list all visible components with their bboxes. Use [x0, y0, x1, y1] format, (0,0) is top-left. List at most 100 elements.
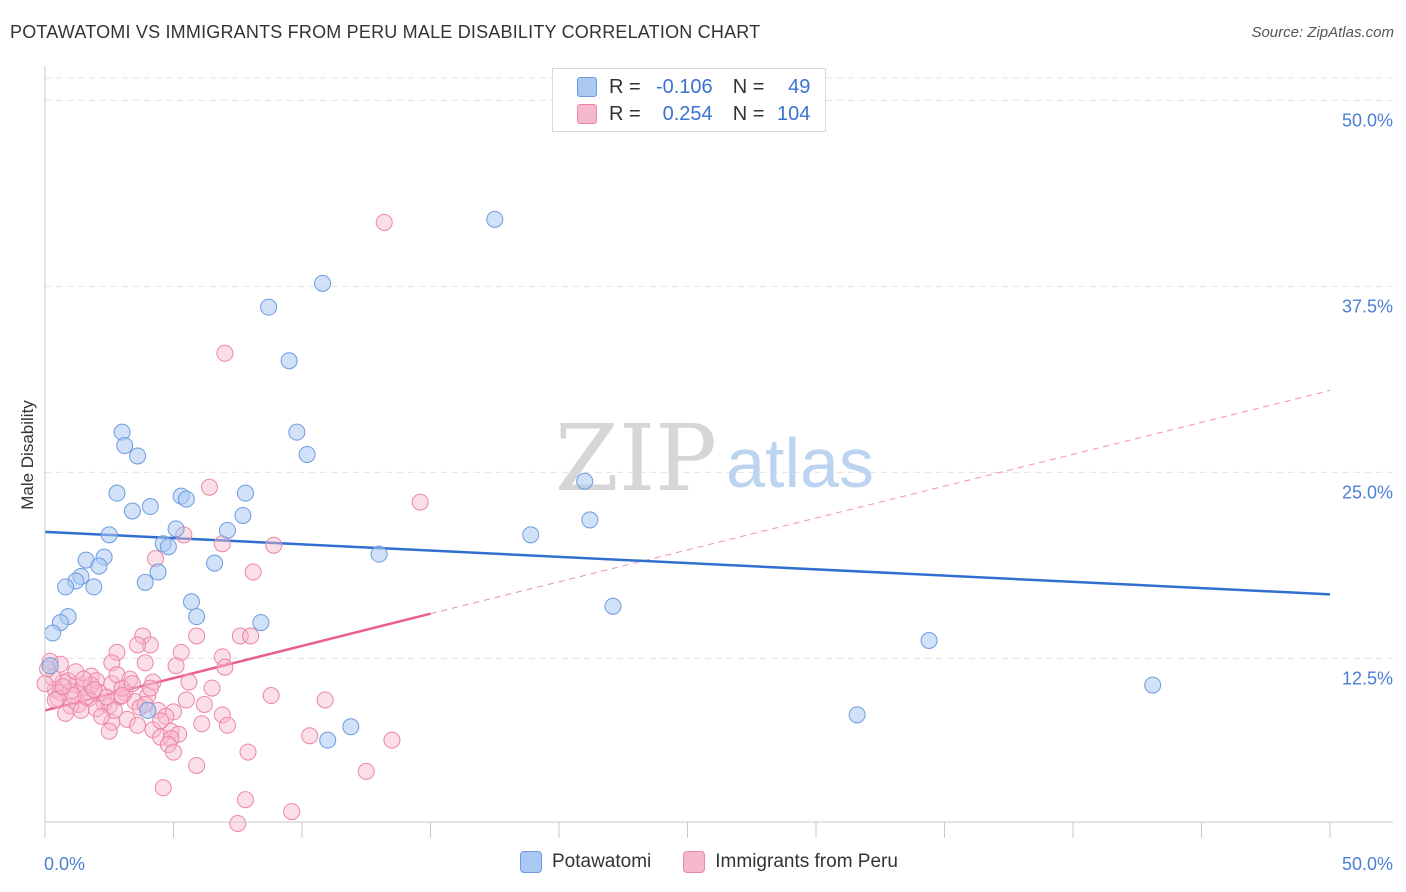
- legend-n-label: N =: [732, 75, 765, 98]
- data-point-peru: [129, 716, 147, 734]
- legend-n-value-peru: 104: [777, 102, 811, 125]
- data-point-peru: [129, 636, 147, 654]
- data-point-potawatomi: [280, 352, 298, 370]
- trend-layer: [44, 389, 1331, 712]
- series-peru-points: [36, 213, 429, 832]
- legend-swatch-peru: [683, 851, 706, 873]
- data-point-peru: [157, 707, 175, 725]
- data-point-peru: [152, 712, 170, 730]
- data-point-potawatomi: [581, 511, 599, 529]
- data-point-potawatomi: [188, 608, 206, 626]
- data-point-potawatomi: [41, 657, 59, 675]
- y-tick-label: 50.0%: [1342, 110, 1393, 130]
- data-point-peru: [218, 716, 236, 734]
- data-point-potawatomi: [57, 578, 75, 596]
- data-point-peru: [103, 675, 121, 693]
- y-tick-label: 25.0%: [1342, 482, 1393, 502]
- data-point-peru: [136, 654, 154, 672]
- data-point-peru: [108, 643, 126, 661]
- legend-item-peru[interactable]: Immigrants from Peru: [683, 851, 898, 873]
- data-point-peru: [229, 814, 247, 832]
- data-point-potawatomi: [141, 498, 159, 516]
- data-point-potawatomi: [486, 210, 504, 228]
- data-point-potawatomi: [298, 445, 316, 463]
- data-point-peru: [375, 213, 393, 231]
- data-point-peru: [411, 493, 429, 511]
- data-point-peru: [231, 627, 249, 645]
- data-point-potawatomi: [370, 545, 388, 563]
- data-point-potawatomi: [136, 573, 154, 591]
- x-tick-label: 0.0%: [44, 854, 85, 874]
- data-point-peru: [213, 706, 231, 724]
- data-point-potawatomi: [604, 597, 622, 615]
- data-point-potawatomi: [177, 490, 195, 508]
- data-point-potawatomi: [234, 506, 252, 524]
- legend-swatch-peru: [577, 104, 597, 124]
- data-point-peru: [213, 648, 231, 666]
- data-point-potawatomi: [108, 484, 126, 502]
- legend-label-peru: Immigrants from Peru: [715, 851, 898, 872]
- data-point-peru: [316, 691, 334, 709]
- data-point-potawatomi: [90, 557, 108, 575]
- data-point-potawatomi: [149, 563, 167, 581]
- data-point-potawatomi: [167, 520, 185, 538]
- data-point-potawatomi: [314, 274, 332, 292]
- data-point-peru: [244, 563, 262, 581]
- legend-row-peru: R = 0.254 N = 104: [577, 101, 810, 127]
- legend-r-value-peru: 0.254: [662, 102, 713, 125]
- data-point-potawatomi: [236, 484, 254, 502]
- watermark: ZIP atlas: [555, 405, 874, 512]
- legend-row-potawatomi: R = -0.106 N = 49: [577, 74, 810, 100]
- data-point-peru: [172, 643, 190, 661]
- legend-r-value-potawatomi: -0.106: [655, 75, 713, 98]
- data-point-potawatomi: [85, 578, 103, 596]
- data-point-potawatomi: [182, 593, 200, 611]
- data-point-peru: [113, 679, 131, 697]
- legend-item-potawatomi[interactable]: Potawatomi: [520, 851, 651, 873]
- data-point-peru: [167, 657, 185, 675]
- data-point-peru: [141, 679, 159, 697]
- data-point-peru: [265, 536, 283, 554]
- source-label: Source: ZipAtlas.com: [1251, 24, 1394, 41]
- data-point-potawatomi: [252, 614, 270, 632]
- data-point-potawatomi: [123, 502, 141, 520]
- series-legend: Potawatomi Immigrants from Peru: [520, 851, 930, 873]
- data-point-peru: [57, 704, 75, 722]
- data-point-potawatomi: [1144, 676, 1162, 694]
- data-point-potawatomi: [342, 718, 360, 736]
- stats-legend: R = -0.106 N = 49 R = 0.254 N = 104: [552, 68, 826, 132]
- legend-n-label: N =: [732, 102, 765, 125]
- data-point-potawatomi: [848, 706, 866, 724]
- data-point-peru: [301, 727, 319, 745]
- data-point-peru: [108, 666, 126, 684]
- data-point-potawatomi: [576, 472, 594, 490]
- data-point-peru: [357, 762, 375, 780]
- data-point-peru: [236, 791, 254, 809]
- data-point-peru: [180, 673, 198, 691]
- data-point-peru: [203, 679, 221, 697]
- data-point-potawatomi: [288, 423, 306, 441]
- data-point-potawatomi: [159, 538, 177, 556]
- data-point-peru: [188, 627, 206, 645]
- data-point-peru: [262, 687, 280, 705]
- x-tick-label: 50.0%: [1342, 854, 1393, 874]
- data-point-peru: [177, 691, 195, 709]
- data-point-peru: [154, 779, 172, 797]
- data-point-peru: [72, 701, 90, 719]
- trend-line-peru-extension: [430, 389, 1331, 615]
- chart-title: POTAWATOMI VS IMMIGRANTS FROM PERU MALE …: [10, 22, 761, 42]
- legend-r-label: R =: [609, 102, 641, 125]
- y-tick-label: 37.5%: [1342, 296, 1393, 316]
- data-point-potawatomi: [116, 437, 134, 455]
- data-point-peru: [242, 627, 260, 645]
- data-point-potawatomi: [100, 526, 118, 544]
- series-potawatomi-points: [41, 210, 1162, 749]
- data-point-peru: [100, 722, 118, 740]
- data-point-peru: [93, 707, 111, 725]
- data-point-potawatomi: [522, 526, 540, 544]
- data-point-peru: [195, 695, 213, 713]
- legend-label-potawatomi: Potawatomi: [552, 851, 652, 872]
- axis-layer: 12.5% 25.0% 37.5% 50.0% 0.0% 50.0%: [44, 66, 1393, 874]
- data-point-potawatomi: [218, 521, 236, 539]
